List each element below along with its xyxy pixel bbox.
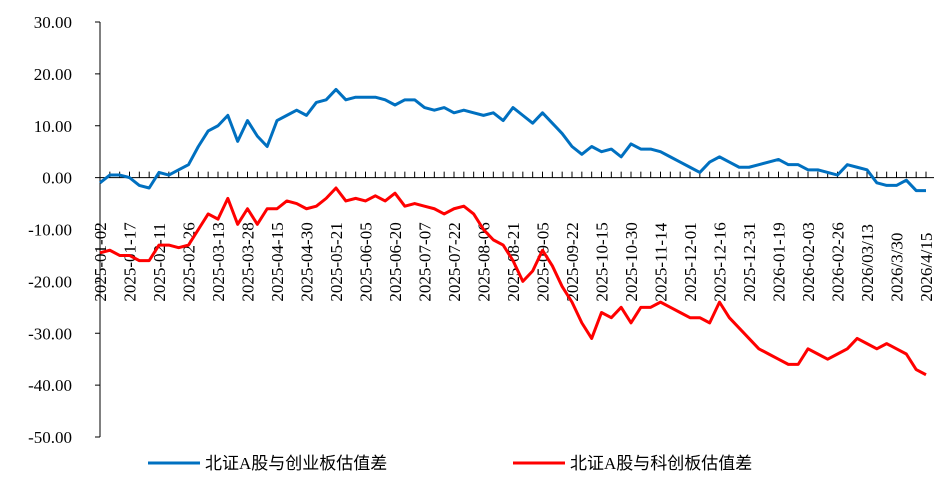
x-tick-label: 2025-04-30 — [298, 222, 317, 301]
x-tick-label: 2026-01-19 — [770, 222, 789, 301]
x-tick-label: 2025-11-14 — [652, 222, 671, 301]
x-tick-label: 2025-02-26 — [180, 222, 199, 301]
y-tick-label: 10.00 — [34, 117, 72, 136]
x-tick-label: 2025-06-20 — [386, 222, 405, 301]
x-tick-label: 2025-03-13 — [209, 222, 228, 301]
x-tick-label: 2025-07-22 — [445, 222, 464, 301]
x-tick-label: 2025-08-06 — [475, 222, 494, 301]
x-tick-label: 2025-09-05 — [534, 222, 553, 301]
x-tick-label: 2025-03-28 — [239, 222, 258, 301]
x-tick-label: 2025-02-11 — [150, 223, 169, 302]
x-tick-label: 2025-01-02 — [91, 222, 110, 301]
x-tick-label: 2026-02-26 — [829, 222, 848, 301]
x-tick-label: 2025-12-16 — [711, 222, 730, 301]
line-series — [99, 186, 927, 377]
y-tick-label: -50.00 — [28, 428, 72, 447]
y-tick-label: -20.00 — [28, 272, 72, 291]
x-tick-label: 2025-07-07 — [416, 222, 435, 302]
x-tick-label: 2026/4/15 — [917, 233, 934, 302]
y-tick-label: -10.00 — [28, 221, 72, 240]
x-tick-label: 2025-09-22 — [563, 222, 582, 301]
y-tick-label: 0.00 — [42, 169, 72, 188]
x-tick-label: 2026/03/13 — [858, 224, 877, 301]
x-tick-label: 2025-06-05 — [357, 222, 376, 301]
y-tick-label: 20.00 — [34, 65, 72, 84]
x-tick-label: 2025-05-21 — [327, 222, 346, 301]
x-tick-label: 2025-12-31 — [740, 222, 759, 301]
x-tick-label: 2025-01-17 — [121, 222, 140, 302]
y-tick-label: -40.00 — [28, 376, 72, 395]
line-series — [99, 87, 926, 193]
legend-label: 北证A股与科创板估值差 — [570, 454, 752, 473]
x-tick-label: 2026-02-03 — [799, 222, 818, 301]
x-tick-label: 2025-10-30 — [622, 222, 641, 301]
x-tick-label: 2025-10-15 — [593, 222, 612, 301]
x-tick-label: 2026/3/30 — [888, 233, 907, 302]
legend-label: 北证A股与创业板估值差 — [205, 454, 387, 473]
y-tick-label: 30.00 — [34, 13, 72, 32]
x-tick-label: 2025-04-15 — [268, 222, 287, 301]
y-tick-label: -30.00 — [28, 324, 72, 343]
x-tick-label: 2025-12-01 — [681, 222, 700, 301]
